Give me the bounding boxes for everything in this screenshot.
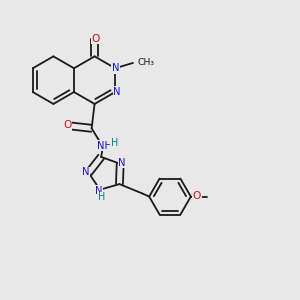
Text: O: O [92,34,100,44]
Text: H: H [111,138,118,148]
Text: O: O [193,191,201,201]
Text: CH₃: CH₃ [137,58,154,68]
Text: H: H [98,192,105,203]
Text: N: N [113,87,121,97]
Text: N: N [118,158,126,168]
Text: O: O [63,120,71,130]
Text: N: N [82,167,89,177]
Text: NH: NH [97,141,112,151]
Text: N: N [112,63,119,73]
Text: N: N [95,186,103,196]
